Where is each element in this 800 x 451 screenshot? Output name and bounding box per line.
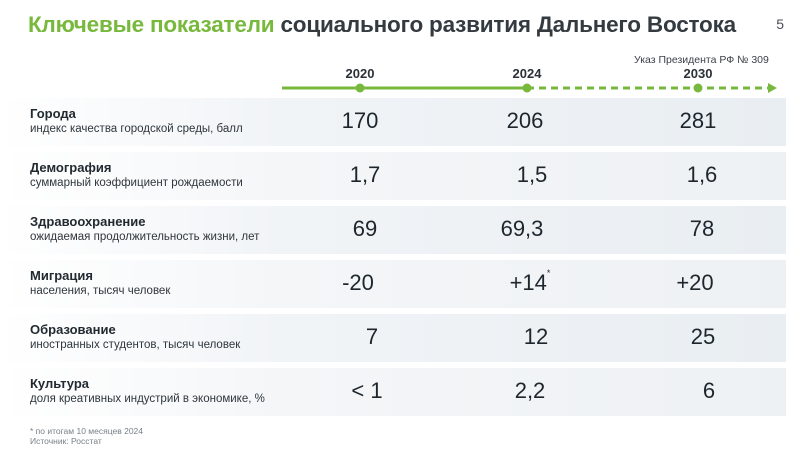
footnote-source: Источник: Росстат [30,436,102,446]
value-2030: 25 [690,324,716,349]
table-row: Демография суммарный коэффициент рождаем… [0,152,786,200]
row-category: Города [30,106,76,121]
value-2024-number: 2,2 [514,378,546,403]
page-number: 5 [776,16,784,32]
row-subtitle: индекс качества городской среды, балл [30,123,243,135]
value-2020: < 1 [351,378,383,403]
value-2030: 6 [702,378,716,403]
table-row: Города индекс качества городской среды, … [0,98,786,146]
table-row: Культура доля креативных индустрий в эко… [0,368,786,416]
value-2020: 7 [365,324,379,349]
timeline-dot-2020 [355,83,365,93]
timeline-bar [282,83,777,93]
timeline-dot-2030 [693,83,703,93]
value-2024: 69,3 [501,216,544,242]
value-2030: +20 [676,270,714,295]
table-row: Здравоохранение ожидаемая продолжительно… [0,206,786,254]
footnote: * по итогам 10 месяцев 2024 Источник: Ро… [30,426,143,446]
year-2020-label: 2020 [345,66,375,81]
title-rest: социального развития Дальнего Востока [280,12,736,37]
row-category: Здравоохранение [30,214,146,229]
value-2030: 78 [689,216,715,241]
row-category: Миграция [30,268,93,283]
row-subtitle: ожидаемая продолжительность жизни, лет [30,231,260,243]
row-category: Культура [30,376,90,391]
value-2024: 206 [507,108,544,134]
value-2024-note: * [546,268,551,278]
value-2030: 281 [679,108,717,133]
value-2030: 1,6 [686,162,718,187]
value-2024: 12 [524,324,548,350]
value-2020: -20 [342,270,374,295]
row-subtitle: иностранных студентов, тысяч человек [30,339,241,351]
value-2024-number: 69,3 [500,216,544,241]
year-2024-label: 2024 [512,66,542,81]
value-2024-number: 206 [506,108,544,133]
timeline-dot-2024 [522,83,532,93]
value-2024-number: +14 [509,270,547,295]
row-category: Образование [30,322,116,337]
row-category: Демография [30,160,112,175]
value-2024-number: 12 [523,324,549,349]
timeline-arrow-icon [768,83,777,93]
table-row: Образование иностранных студентов, тысяч… [0,314,786,362]
decree-label: Указ Президента РФ № 309 [634,54,769,66]
value-2024: 1,5 [517,162,548,188]
value-2024: +14* [509,268,551,296]
table-row: Миграция населения, тысяч человек -20 +1… [0,260,786,308]
footnote-note: * по итогам 10 месяцев 2024 [30,426,144,436]
row-subtitle: населения, тысяч человек [30,285,171,297]
value-2020: 69 [352,216,378,241]
page-title: Ключевые показатели социального развития… [28,12,736,38]
value-2024-number: 1,5 [516,162,548,187]
title-accent: Ключевые показатели [28,12,275,37]
row-subtitle: суммарный коэффициент рождаемости [30,177,243,189]
value-2020: 1,7 [349,162,381,187]
year-2030-label: 2030 [683,66,713,81]
row-subtitle: доля креативных индустрий в экономике, % [30,393,265,405]
value-2024: 2,2 [515,378,546,404]
value-2020: 170 [341,108,379,133]
